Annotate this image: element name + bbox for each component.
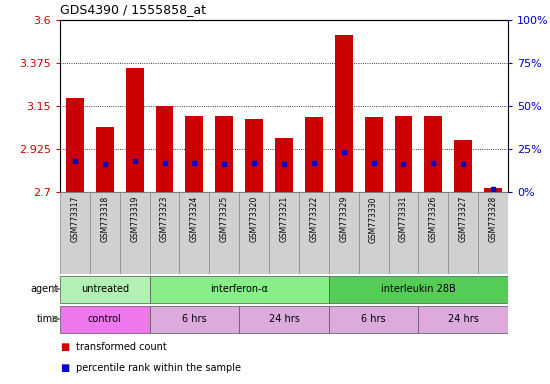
Text: agent: agent <box>30 284 58 294</box>
Text: GSM773331: GSM773331 <box>399 196 408 242</box>
Bar <box>484 188 502 192</box>
Text: GSM773325: GSM773325 <box>220 196 229 242</box>
Bar <box>60 192 90 274</box>
Bar <box>419 192 448 274</box>
Text: control: control <box>88 314 122 324</box>
Bar <box>120 192 150 274</box>
Bar <box>239 306 329 333</box>
Bar <box>179 192 210 274</box>
Text: time: time <box>36 314 58 324</box>
Text: GSM773318: GSM773318 <box>100 196 109 242</box>
Bar <box>275 139 293 192</box>
Bar <box>210 192 239 274</box>
Bar <box>90 192 120 274</box>
Bar <box>66 98 84 192</box>
Bar <box>299 192 329 274</box>
Bar <box>269 192 299 274</box>
Bar <box>239 192 269 274</box>
Bar <box>329 192 359 274</box>
Bar <box>185 116 204 192</box>
Text: GSM773324: GSM773324 <box>190 196 199 242</box>
Bar <box>329 306 419 333</box>
Text: 6 hrs: 6 hrs <box>182 314 207 324</box>
Text: GSM773326: GSM773326 <box>429 196 438 242</box>
Bar <box>425 116 442 192</box>
Bar <box>245 119 263 192</box>
Text: 6 hrs: 6 hrs <box>361 314 386 324</box>
Text: GSM773321: GSM773321 <box>279 196 289 242</box>
Bar <box>454 141 472 192</box>
Bar <box>150 306 239 333</box>
Text: GSM773320: GSM773320 <box>250 196 258 242</box>
Text: GSM773330: GSM773330 <box>369 196 378 243</box>
Text: untreated: untreated <box>81 284 129 294</box>
Text: ■: ■ <box>60 342 69 352</box>
Text: GDS4390 / 1555858_at: GDS4390 / 1555858_at <box>60 3 206 16</box>
Text: GSM773322: GSM773322 <box>309 196 318 242</box>
Bar <box>448 192 478 274</box>
Text: interleukin 28B: interleukin 28B <box>381 284 456 294</box>
Text: ■: ■ <box>60 363 69 373</box>
Bar <box>394 116 412 192</box>
Text: GSM773317: GSM773317 <box>70 196 79 242</box>
Text: GSM773329: GSM773329 <box>339 196 348 242</box>
Bar <box>419 306 508 333</box>
Bar <box>329 275 508 303</box>
Text: GSM773327: GSM773327 <box>459 196 468 242</box>
Bar <box>305 118 323 192</box>
Bar <box>126 68 144 192</box>
Text: interferon-α: interferon-α <box>210 284 268 294</box>
Text: GSM773328: GSM773328 <box>488 196 498 242</box>
Bar <box>335 35 353 192</box>
Bar <box>365 118 383 192</box>
Bar <box>60 306 150 333</box>
Text: percentile rank within the sample: percentile rank within the sample <box>76 363 241 373</box>
Bar <box>388 192 419 274</box>
Text: transformed count: transformed count <box>76 342 167 352</box>
Bar <box>150 275 329 303</box>
Text: 24 hrs: 24 hrs <box>448 314 478 324</box>
Text: GSM773323: GSM773323 <box>160 196 169 242</box>
Bar <box>156 106 173 192</box>
Text: GSM773319: GSM773319 <box>130 196 139 242</box>
Bar <box>150 192 179 274</box>
Bar <box>96 127 114 192</box>
Bar <box>60 275 150 303</box>
Bar <box>478 192 508 274</box>
Bar <box>215 116 233 192</box>
Text: 24 hrs: 24 hrs <box>268 314 299 324</box>
Bar <box>359 192 388 274</box>
